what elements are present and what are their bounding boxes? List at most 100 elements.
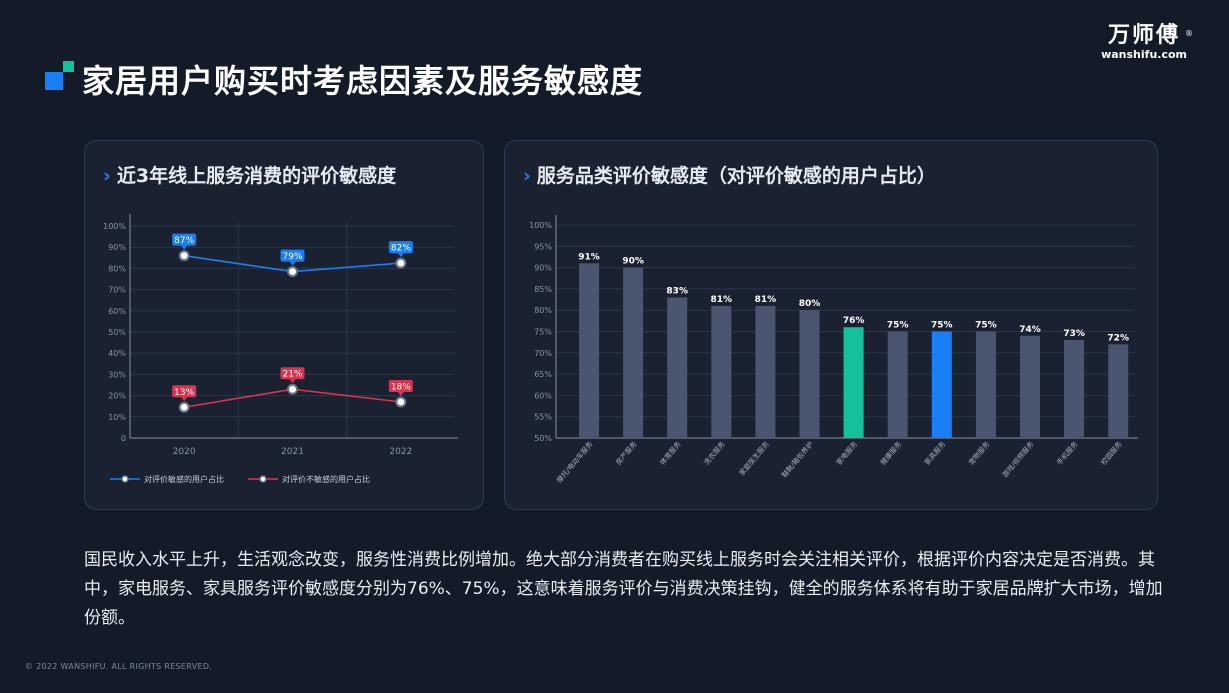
bar[interactable] [711,305,732,438]
title-accent-icon [45,61,74,90]
bar[interactable] [1064,340,1085,438]
bar-value-label: 73% [1063,329,1085,339]
y-tick-label: 55% [534,413,552,422]
bar[interactable] [887,331,908,439]
y-tick-label: 10% [108,413,126,422]
data-label-bg [172,233,197,246]
y-tick-label: 65% [534,370,552,379]
data-label-bg [280,249,305,262]
y-tick-label: 80% [108,264,126,273]
logo-chinese: 万师傅 ® [1101,23,1193,48]
y-tick-label: 90% [534,264,552,273]
x-tick-label: 2022 [389,447,412,457]
legend-label: 对评价敏感的用户占比 [144,474,224,484]
x-category-label: 宠物服务 [967,440,992,467]
bar[interactable] [1108,344,1129,438]
accent-square-green [63,61,74,72]
data-point[interactable] [178,401,190,413]
x-category-label: 健康服务 [878,440,903,467]
x-category-label: 摩托/电动车服务 [555,440,595,485]
legend-item[interactable]: 对评价不敏感的用户占比 [248,474,370,484]
chevron-right-icon: › [523,165,531,187]
data-label-bg [388,241,413,254]
x-category-label: 洗衣服务 [702,440,727,467]
bar-value-label: 81% [711,295,733,305]
x-category-label: 体育服务 [658,440,683,467]
x-category-label: 家电服务 [834,440,859,467]
x-category-label: 手机服务 [1055,440,1080,467]
bar-value-label: 90% [622,257,644,267]
data-point[interactable] [178,250,190,262]
logo-domain: wanshifu.com [1101,48,1187,61]
bar-value-label: 75% [887,321,909,331]
data-label-pointer [289,261,296,266]
data-point[interactable] [395,257,407,269]
bar[interactable] [799,310,820,438]
bar-value-label: 72% [1107,333,1129,343]
legend-item[interactable]: 对评价敏感的用户占比 [110,474,224,484]
x-category-label: 鞋靴/箱包养护 [780,440,815,480]
bar-value-label: 80% [799,299,821,309]
bar[interactable] [1020,335,1040,438]
data-label-pointer [289,379,296,384]
accent-square-blue [45,72,63,90]
x-tick-label: 2021 [281,447,304,457]
y-tick-label: 0 [121,434,126,443]
legend-marker-icon [121,475,129,483]
y-tick-label: 60% [108,307,126,316]
data-point[interactable] [287,266,298,278]
y-tick-label: 100% [103,222,126,231]
data-label: 87% [174,236,194,246]
line-chart: 0 10% 20% 30% 40% 50% 60% 70% 80% 90% 100% 2020 2021… [103,214,458,484]
x-category-label: 校园服务 [1099,440,1124,467]
bar-value-label: 76% [843,316,865,326]
bar-chart-title-text: 服务品类评价敏感度（对评价敏感的用户占比） [536,165,936,187]
data-label-pointer [181,397,188,402]
data-label-bg [280,367,305,380]
legend-label: 对评价不敏感的用户占比 [282,474,370,484]
x-category-label: 家具服务 [922,440,947,467]
x-category-label: 房产服务 [614,440,639,467]
data-label: 82% [391,244,411,254]
y-tick-label: 100% [529,221,552,230]
x-category-label: 游戏/视频服务 [1000,440,1035,480]
y-tick-label: 90% [108,243,126,252]
data-label: 79% [282,252,302,262]
bar-value-label: 74% [1019,325,1041,335]
y-tick-label: 85% [534,285,552,294]
data-label-bg [388,379,413,392]
bar[interactable] [931,331,952,439]
y-tick-label: 50% [108,328,126,337]
bar[interactable] [843,327,864,438]
y-tick-label: 80% [534,306,552,315]
summary-paragraph: 国民收入水平上升，生活观念改变，服务性消费比例增加。绝大部分消费者在购买线上服务… [84,550,1163,628]
line-chart-card: › 近3年线上服务消费的评价敏感度 0 10% 20% 30% 40% 50% 60% 70% 8… [84,140,484,510]
data-point[interactable] [395,396,407,408]
bar[interactable] [579,263,599,438]
bar[interactable] [623,267,644,438]
bar-value-label: 75% [975,321,997,331]
bar-chart: 50% 55% 60% 65% 70% 75% 80% 85% 90% 95% 100% 91% 摩托/… [529,215,1138,485]
copyright-footer: © 2022 WANSHIFU. ALL RIGHTS RESERVED. [25,662,213,671]
bar-value-label: 91% [578,252,600,262]
y-tick-label: 20% [108,392,126,401]
data-point[interactable] [287,383,298,395]
y-tick-label: 95% [534,242,552,251]
x-category-label: 家庭医生服务 [737,440,771,478]
bar-value-label: 81% [755,295,777,305]
page-title: 家居用户购买时考虑因素及服务敏感度 [82,62,644,100]
bar-chart-title: › 服务品类评价敏感度（对评价敏感的用户占比） [523,161,936,188]
data-label: 21% [282,370,302,380]
legend-marker-icon [259,475,267,483]
chevron-right-icon: › [103,165,111,187]
data-label: 18% [391,382,411,392]
bar[interactable] [975,331,996,439]
x-tick-label: 2020 [173,447,196,457]
bar[interactable] [755,305,776,438]
bar-value-label: 75% [931,321,953,331]
bar[interactable] [667,297,688,438]
logo-cn-text: 万师傅 [1108,23,1181,48]
y-tick-label: 70% [534,349,552,358]
line-chart-title-text: 近3年线上服务消费的评价敏感度 [116,165,397,187]
data-label-pointer [181,245,188,250]
